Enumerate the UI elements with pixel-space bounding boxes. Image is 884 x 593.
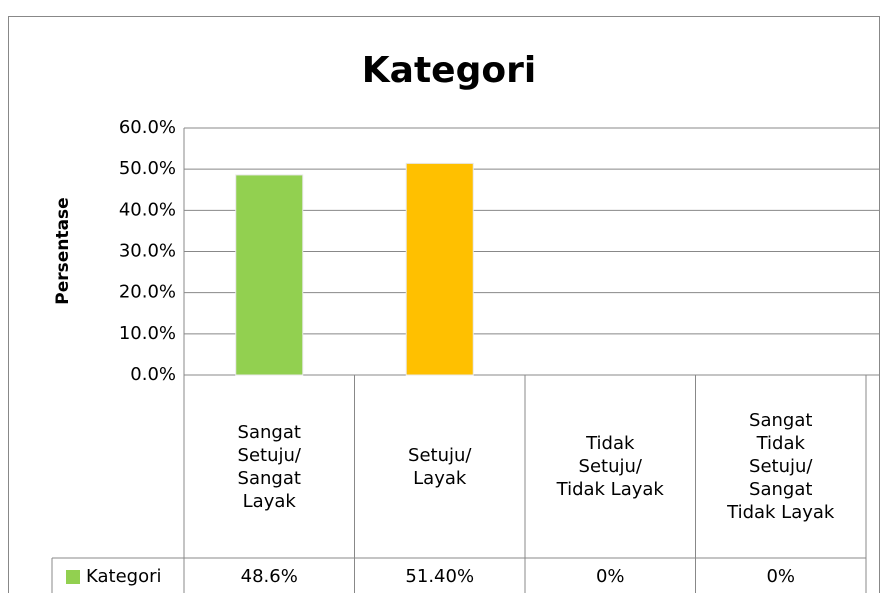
value-label: 0% xyxy=(596,566,625,587)
value-label: 51.40% xyxy=(405,566,474,587)
y-tick-label: 20.0% xyxy=(119,282,176,303)
x-tick-label: Tidak Setuju/ Tidak Layak xyxy=(556,433,664,500)
legend-swatch xyxy=(66,570,80,584)
legend-label: Kategori xyxy=(86,566,162,587)
x-tick-label: Sangat Setuju/ Sangat Layak xyxy=(237,421,301,512)
x-tick-label: Sangat Tidak Setuju/ Sangat Tidak Layak xyxy=(727,410,835,523)
bar xyxy=(235,174,304,376)
y-tick-label: 10.0% xyxy=(119,323,176,344)
value-label: 48.6% xyxy=(241,566,298,587)
y-tick-label: 40.0% xyxy=(119,199,176,220)
value-label: 0% xyxy=(766,566,795,587)
y-tick-label: 60.0% xyxy=(119,117,176,138)
y-tick-label: 30.0% xyxy=(119,241,176,262)
y-axis-label: Persentase xyxy=(53,197,73,304)
x-tick-label: Setuju/ Layak xyxy=(408,444,472,489)
bar xyxy=(405,162,474,376)
chart-title: Kategori xyxy=(362,50,536,91)
y-tick-label: 0.0% xyxy=(130,364,176,385)
y-tick-label: 50.0% xyxy=(119,158,176,179)
